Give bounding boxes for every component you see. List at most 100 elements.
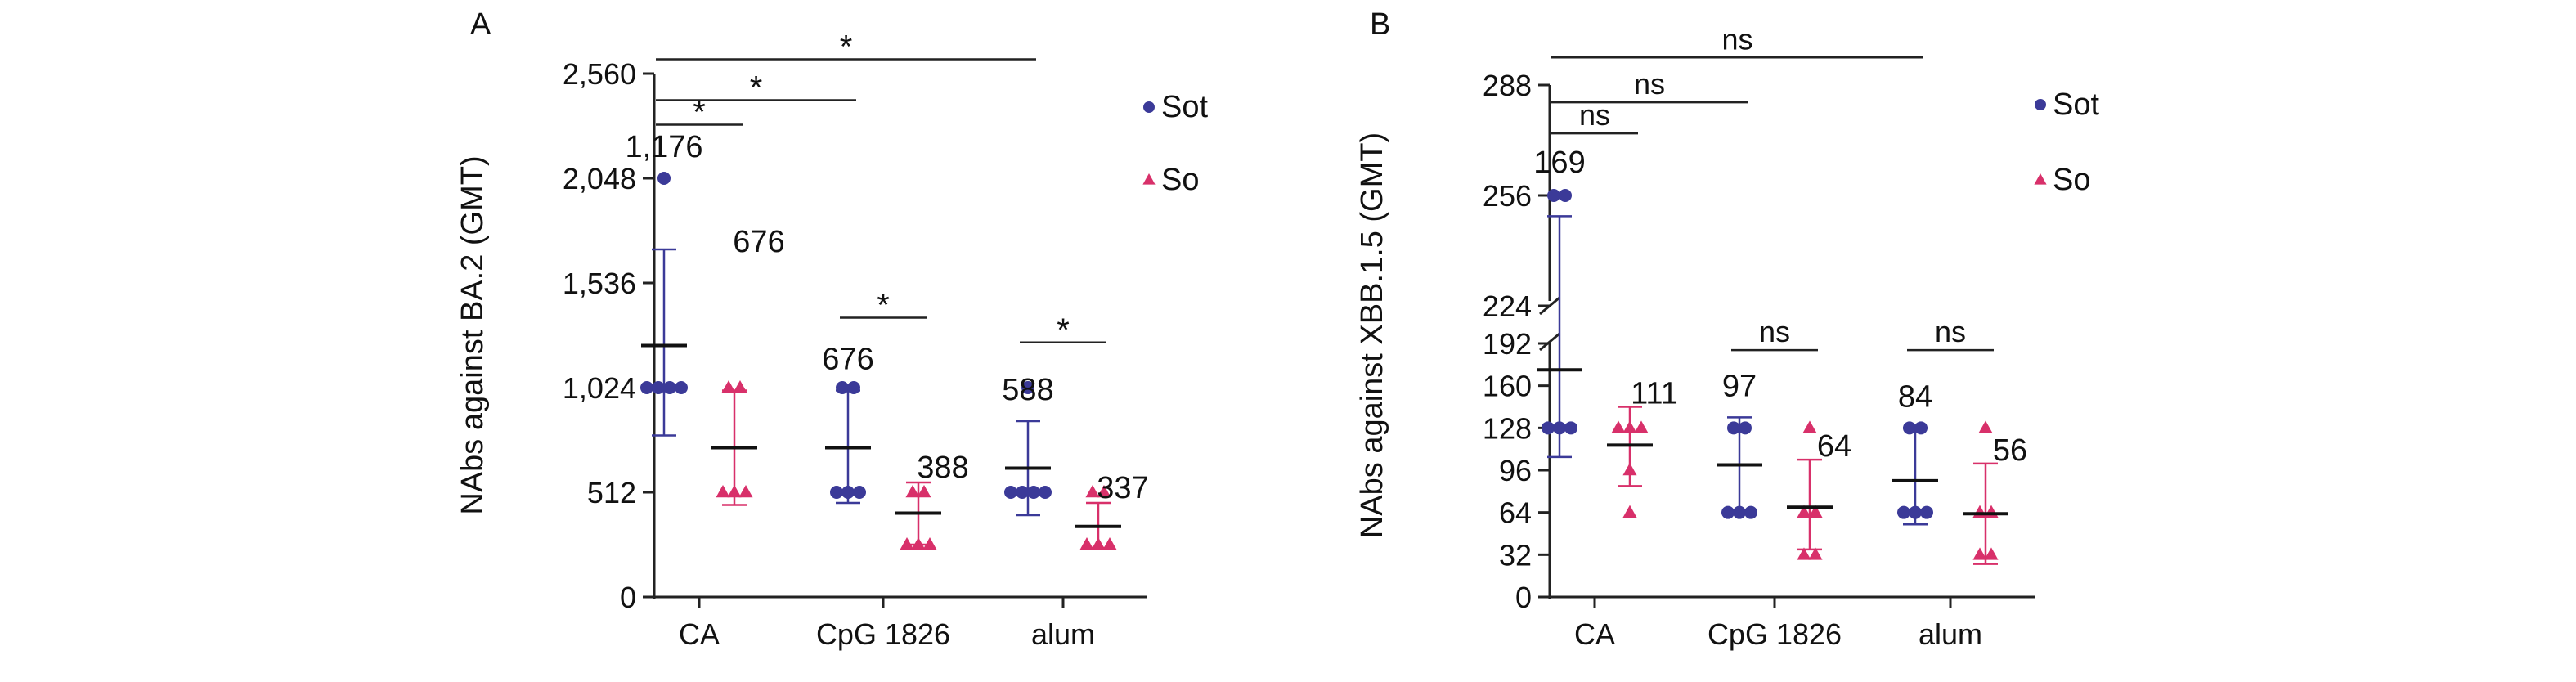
data-point-So (911, 537, 926, 550)
data-point-Sot (1739, 421, 1752, 435)
data-point-So (733, 380, 747, 393)
data-point-So (1622, 420, 1637, 433)
data-point-Sot (640, 381, 653, 394)
data-point-Sot (652, 381, 665, 394)
data-point-Sot (1733, 505, 1746, 519)
x-tick-label: CA (679, 617, 720, 651)
significance-label: * (877, 288, 890, 324)
gmt-label-Sot: 97 (1722, 369, 1757, 403)
y-tick-label: 64 (1499, 496, 1532, 530)
data-point-So (1984, 547, 1999, 560)
data-point-So (922, 537, 937, 550)
axis-break-mark (1539, 332, 1560, 352)
data-point-So (1978, 420, 1993, 433)
data-point-So (716, 485, 730, 498)
significance-label: * (750, 70, 763, 106)
legend: Sot So (2034, 87, 2099, 197)
y-tick-label: 0 (620, 581, 636, 614)
x-tick-label: CA (1574, 617, 1615, 651)
gmt-label-Sot: 169 (1533, 146, 1585, 180)
significance-label: ns (1634, 67, 1665, 101)
data-point-Sot (841, 486, 855, 499)
data-point-Sot (1542, 421, 1555, 435)
data-point-So (900, 537, 914, 550)
chart-panel-A: A NAbs against BA.2 (GMT) 0 512 1,024 1,536 2,… (456, 7, 1208, 651)
legend-marker-So (1142, 173, 1156, 185)
gmt-label-Sot: 588 (1002, 373, 1053, 407)
data-point-Sot (1016, 486, 1029, 499)
y-tick-label: 2,560 (563, 57, 636, 91)
y-tick-label: 1,024 (563, 371, 636, 405)
data-point-So (1102, 537, 1117, 550)
significance-label: ns (1721, 22, 1752, 56)
data-point-Sot (1547, 189, 1560, 202)
y-tick-label: 288 (1483, 69, 1532, 102)
gmt-label-So: 64 (1817, 429, 1851, 464)
data-point-So (721, 380, 736, 393)
data-point-So (1634, 420, 1649, 433)
data-point-Sot (1914, 421, 1928, 435)
data-point-So (1797, 505, 1811, 518)
data-point-Sot (830, 486, 843, 499)
data-point-So (1808, 505, 1823, 518)
data-point-Sot (1920, 505, 1933, 519)
data-point-Sot (1559, 189, 1572, 202)
chart-panel-B: B NAbs against XBB.1.5 (GMT) 0 32 64 96 128 160… (1355, 7, 2099, 651)
y-tick-label: 512 (587, 476, 636, 509)
data-point-Sot (657, 172, 671, 185)
y-tick-label: 128 (1483, 411, 1532, 445)
data-point-So (1097, 485, 1111, 498)
data-point-Sot (1553, 421, 1566, 435)
data-point-So (738, 485, 753, 498)
data-point-Sot (1039, 486, 1052, 499)
data-point-Sot (1027, 486, 1040, 499)
data-point-So (1622, 505, 1637, 518)
gmt-label-Sot: 1,176 (625, 130, 702, 164)
data-point-So (1808, 547, 1823, 560)
significance-label: ns (1935, 315, 1966, 348)
data-point-Sot (847, 381, 860, 394)
y-tick-label: 2,048 (563, 162, 636, 195)
data-point-Sot (1897, 505, 1910, 519)
legend-label-Sot: Sot (1161, 90, 1208, 124)
legend-label-So: So (2053, 163, 2090, 197)
y-axis-label: NAbs against BA.2 (GMT) (456, 155, 490, 514)
gmt-label-So: 56 (1993, 433, 2027, 468)
x-tick-label: alum (1919, 617, 1982, 651)
significance-label: * (840, 29, 853, 65)
data-point-Sot (836, 381, 849, 394)
data-point-So (1611, 420, 1626, 433)
data-point-Sot (1564, 421, 1577, 435)
legend-marker-Sot (1143, 101, 1155, 113)
data-point-Sot (675, 381, 688, 394)
legend: Sot So (1142, 90, 1208, 197)
x-tick-label: CpG 1826 (1708, 617, 1842, 651)
gmt-label-Sot: 676 (822, 343, 873, 377)
legend-label-Sot: Sot (2053, 87, 2099, 122)
data-point-So (905, 485, 920, 498)
y-tick-label: 160 (1483, 370, 1532, 403)
gmt-label-So: 676 (733, 225, 784, 259)
significance-label: * (693, 95, 706, 131)
data-point-So (1085, 485, 1100, 498)
legend-marker-Sot (2035, 99, 2046, 110)
gmt-label-So: 337 (1097, 471, 1148, 505)
gmt-label-So: 388 (917, 451, 968, 485)
y-tick-label: 32 (1499, 538, 1532, 572)
y-axis-label: NAbs against XBB.1.5 (GMT) (1355, 132, 1389, 538)
y-tick-label: 256 (1483, 179, 1532, 213)
gmt-label-So: 111 (1631, 377, 1678, 411)
data-point-Sot (1727, 421, 1740, 435)
data-point-Sot (853, 486, 866, 499)
data-point-So (917, 485, 931, 498)
data-point-Sot (1909, 505, 1922, 519)
data-point-Sot (1021, 381, 1034, 394)
significance-label: ns (1579, 98, 1610, 132)
x-tick-label: alum (1031, 617, 1095, 651)
data-point-Sot (1903, 421, 1916, 435)
data-point-So (1091, 537, 1106, 550)
data-point-So (1622, 463, 1637, 476)
y-tick-label: 192 (1483, 327, 1532, 361)
legend-marker-So (2034, 173, 2047, 185)
